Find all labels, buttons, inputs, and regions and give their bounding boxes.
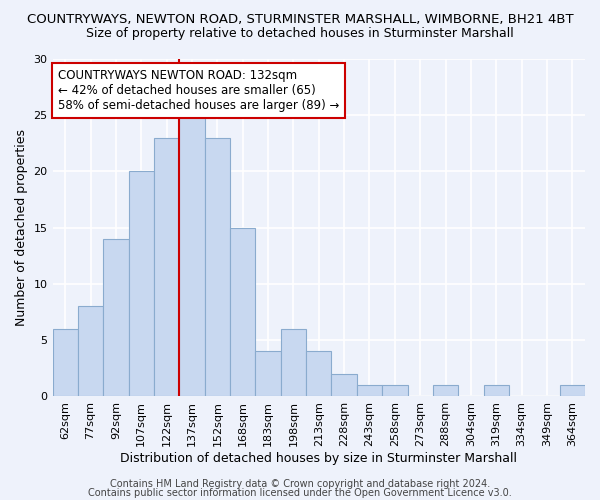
Text: COUNTRYWAYS, NEWTON ROAD, STURMINSTER MARSHALL, WIMBORNE, BH21 4BT: COUNTRYWAYS, NEWTON ROAD, STURMINSTER MA… bbox=[26, 12, 574, 26]
Bar bbox=[382, 385, 407, 396]
Text: Size of property relative to detached houses in Sturminster Marshall: Size of property relative to detached ho… bbox=[86, 28, 514, 40]
Bar bbox=[433, 385, 458, 396]
Text: Contains HM Land Registry data © Crown copyright and database right 2024.: Contains HM Land Registry data © Crown c… bbox=[110, 479, 490, 489]
Bar bbox=[281, 329, 306, 396]
Bar bbox=[128, 172, 154, 396]
X-axis label: Distribution of detached houses by size in Sturminster Marshall: Distribution of detached houses by size … bbox=[120, 452, 517, 465]
Bar bbox=[103, 239, 128, 396]
Bar bbox=[256, 352, 281, 397]
Bar bbox=[484, 385, 509, 396]
Text: COUNTRYWAYS NEWTON ROAD: 132sqm
← 42% of detached houses are smaller (65)
58% of: COUNTRYWAYS NEWTON ROAD: 132sqm ← 42% of… bbox=[58, 69, 339, 112]
Bar bbox=[331, 374, 357, 396]
Bar bbox=[230, 228, 256, 396]
Bar bbox=[78, 306, 103, 396]
Bar bbox=[357, 385, 382, 396]
Bar bbox=[154, 138, 179, 396]
Bar bbox=[205, 138, 230, 396]
Text: Contains public sector information licensed under the Open Government Licence v3: Contains public sector information licen… bbox=[88, 488, 512, 498]
Bar bbox=[306, 352, 331, 397]
Bar bbox=[560, 385, 585, 396]
Y-axis label: Number of detached properties: Number of detached properties bbox=[15, 129, 28, 326]
Bar bbox=[53, 329, 78, 396]
Bar bbox=[179, 115, 205, 396]
